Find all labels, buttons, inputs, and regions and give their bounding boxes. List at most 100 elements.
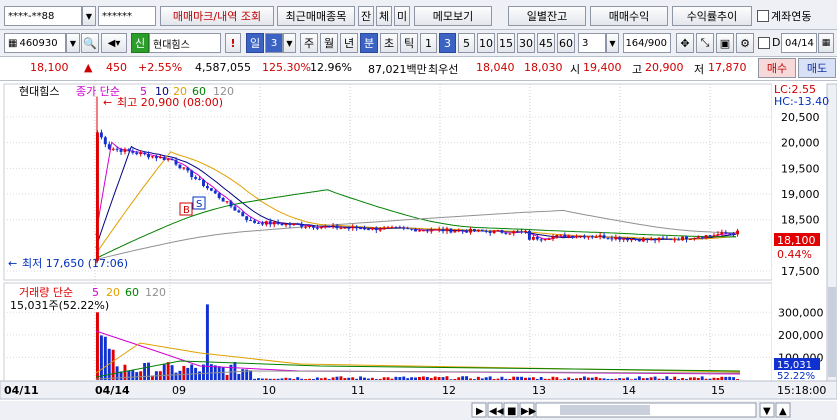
volume-bar [673,376,677,380]
password-mask: ****** [102,10,132,22]
volume-bar [669,379,673,380]
interval-3-button[interactable]: 3 [439,33,456,53]
search-icon[interactable]: 🔍 [81,33,99,53]
date-checkbox[interactable] [758,37,770,49]
forward-icon[interactable] [519,402,535,418]
day-count-dropdown-icon[interactable]: ▼ [283,33,296,53]
volume-bar [516,376,520,380]
interval-60-button[interactable]: 60 [557,33,575,53]
stop-icon[interactable] [503,402,519,418]
volume-bar [677,379,681,380]
memo-button[interactable]: 메모보기 [414,6,492,26]
candle-body [253,220,256,223]
volume-bar [170,365,174,380]
volume-bar [559,379,563,380]
period-year-button[interactable]: 년 [340,33,358,53]
volume-bar [496,378,500,380]
interval-1-button[interactable]: 1 [420,33,437,53]
candle-body [300,224,304,227]
volume-bar [500,376,504,380]
volume-bar [457,377,461,380]
executed-button[interactable]: 체 [376,6,392,26]
period-month-button[interactable]: 월 [320,33,338,53]
stock-name-field[interactable]: 현대힘스 [149,33,221,53]
account-dropdown-icon[interactable]: ▼ [82,6,96,26]
period-minute-button[interactable]: 분 [360,33,378,53]
interval-45-button[interactable]: 45 [537,33,555,53]
volume-panel[interactable] [3,282,773,382]
password-field[interactable]: ****** [98,6,156,26]
high-label: 고 [632,63,643,76]
candle-body [315,227,319,229]
time-scroll-thumb[interactable] [560,405,650,415]
account-link-checkbox[interactable] [757,10,769,22]
scrollbar-thumb[interactable] [828,287,836,377]
open-price: 19,400 [583,61,622,74]
ma-line [95,209,737,261]
volume-bar [716,378,720,380]
price-tick-label: 19,000 [781,188,820,201]
date-label: D [772,36,781,49]
unfilled-button[interactable]: 미 [394,6,410,26]
period-day-button[interactable]: 일 [246,33,264,53]
day-count-field[interactable]: 3 [265,33,283,53]
crosshair-icon[interactable]: ✥ [676,33,694,53]
account-select[interactable]: ****-**88 [4,6,82,26]
price-ma-title: 종가 단순 [76,85,120,98]
zoom-out-glyph: ▼ [763,406,771,417]
interval-10-button[interactable]: 10 [477,33,495,53]
x-axis-time: 15:18:00 [777,384,826,397]
volume-bar [724,376,728,380]
stock-code-input[interactable]: ▦ 460930 [4,33,66,53]
scroll-left-icon[interactable] [471,402,487,418]
volume-bar [398,377,402,380]
interval-5-button[interactable]: 5 [458,33,475,53]
current-price: 18,100 [30,61,69,74]
rewind-icon[interactable] [487,402,503,418]
return-rate-button[interactable]: 수익률추이 [672,6,752,26]
period-tick-button[interactable]: 틱 [400,33,418,53]
calendar-icon[interactable]: ▦ [818,33,834,53]
balance-button[interactable]: 잔 [358,6,374,26]
warning-button[interactable]: ! [225,33,241,53]
custom-interval-dropdown-icon[interactable]: ▼ [606,33,619,53]
trade-mark-button[interactable]: 매매마크/내역 조회 [160,6,274,26]
candle-body [292,223,296,225]
view-count-field[interactable]: 164/900 [623,33,671,53]
candle-body [374,227,378,231]
bid-price: 18,030 [524,61,563,74]
zoom-in-icon[interactable] [775,402,791,418]
candle-body [229,201,233,207]
candle-body [217,193,221,198]
volume-bar [692,377,696,380]
candle-body [441,229,445,232]
candle-body [319,226,323,229]
candle-body [162,157,166,160]
candle-body [692,238,696,240]
save-icon[interactable]: ▣ [716,33,734,53]
zoom-icon[interactable]: ⤡ [696,33,714,53]
sell-button[interactable]: 매도 [798,58,836,78]
recent-trades-button[interactable]: 최근매매종목 [277,6,355,26]
daily-balance-button[interactable]: 일별잔고 [508,6,586,26]
trade-profit-button[interactable]: 매매수익 [590,6,668,26]
code-dropdown-icon[interactable]: ▼ [66,33,80,53]
sound-icon[interactable]: ◀▾ [101,33,127,53]
interval-30-button[interactable]: 30 [517,33,535,53]
volume-bar [374,379,378,380]
settings-icon[interactable]: ⚙ [736,33,754,53]
turnover-rate: 12.96% [310,61,352,74]
trade-volume: 4,587,055 [195,61,251,74]
date-field[interactable]: 04/14 [781,33,817,53]
zoom-out-icon[interactable] [759,402,775,418]
custom-interval-field[interactable]: 3 [578,33,606,53]
period-week-button[interactable]: 주 [300,33,318,53]
interval-15-button[interactable]: 15 [497,33,515,53]
price-chart[interactable]: 현대힘스 종가 단순 5 10 20 60 120 ← 최고 20,900 (0… [0,81,837,420]
volume-bar [99,335,103,380]
buy-marker[interactable] [179,202,193,216]
sell-marker[interactable] [192,196,206,210]
buy-button[interactable]: 매수 [758,58,796,78]
period-second-button[interactable]: 초 [380,33,398,53]
candle-body [280,223,284,226]
